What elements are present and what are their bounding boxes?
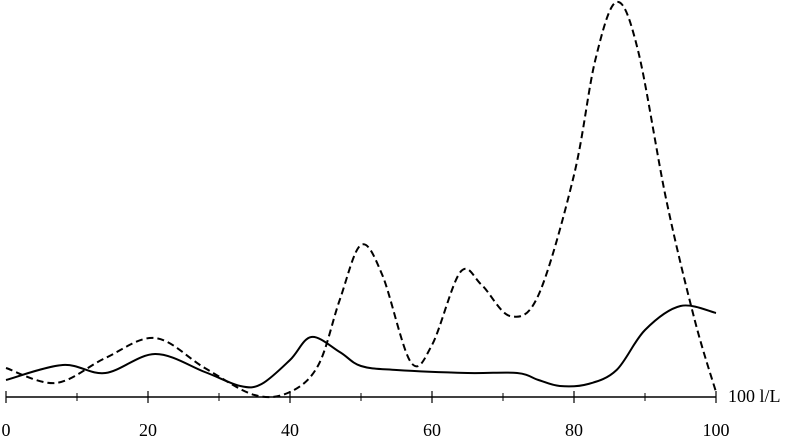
x-tick-label: 0 (2, 420, 11, 440)
line-series (5, 304, 717, 389)
x-tick-label: 40 (281, 420, 299, 440)
line-series (5, 0, 717, 399)
x-tick-label: 20 (139, 420, 157, 440)
x-tick-label: 80 (565, 420, 583, 440)
x-tick-label: 60 (423, 420, 441, 440)
x-axis-label: 100 l/L (728, 386, 781, 406)
x-tick-label: 100 (703, 420, 730, 440)
